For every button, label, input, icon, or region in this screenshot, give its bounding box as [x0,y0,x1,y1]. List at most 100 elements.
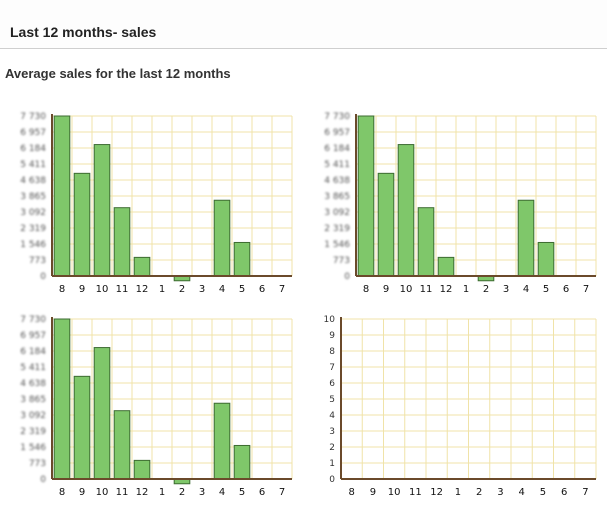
y-tick-label: 4 [329,411,335,421]
y-tick-label: 2 319 [324,224,350,234]
bar-9 [377,172,395,277]
x-tick-label: 1 [159,284,165,295]
x-tick-label: 3 [503,284,509,295]
x-tick-label: 9 [370,487,376,498]
bar-8 [53,318,71,480]
bar-4 [213,199,231,277]
x-tick-label: 4 [523,284,529,295]
x-tick-label: 12 [136,487,149,498]
y-tick-label: 7 730 [20,112,46,122]
bar-11 [113,207,131,277]
y-tick-label: 10 [324,315,336,325]
y-tick-label: 773 [29,459,46,469]
x-tick-label: 10 [400,284,413,295]
bar-9 [73,172,91,277]
x-tick-label: 3 [199,487,205,498]
y-tick-label: 773 [333,256,350,266]
x-tick-label: 3 [497,487,503,498]
chart-panel-top-left: 0 773 1 546 2 319 3 092 3 865 4 638 5 411 6 184 6… [0,96,302,306]
bar-10 [93,144,111,277]
bar-9 [73,375,91,480]
x-tick-label: 6 [561,487,567,498]
bar-8 [357,115,375,277]
y-tick-label: 3 865 [20,192,46,202]
x-tick-label: 11 [420,284,433,295]
y-tick-label: 3 [329,427,335,437]
x-tick-label: 4 [219,487,225,498]
bar-12 [133,459,151,480]
x-tick-label: 6 [563,284,569,295]
x-tick-label: 2 [179,284,185,295]
y-tick-label: 0 [329,475,335,485]
x-tick-label: 1 [463,284,469,295]
y-tick-label: 0 [40,475,46,485]
y-tick-label: 0 [40,272,46,282]
page-header: Last 12 months- sales [0,0,607,49]
x-tick-label: 11 [116,487,129,498]
chart-panel-top-right: 0 773 1 546 2 319 3 092 3 865 4 638 5 411 6 184 6… [304,96,606,306]
x-tick-label: 7 [279,284,285,295]
x-tick-label: 7 [583,284,589,295]
x-tick-label: 9 [79,487,85,498]
y-tick-label: 3 092 [20,411,46,421]
bar-4 [517,199,535,277]
x-tick-label: 12 [136,284,149,295]
x-tick-label: 6 [259,284,265,295]
bar-5 [233,444,251,480]
x-tick-label: 9 [79,284,85,295]
x-tick-label: 12 [440,284,453,295]
y-tick-label: 9 [329,331,335,341]
bar-10 [397,144,415,277]
y-tick-label: 7 730 [324,112,350,122]
y-tick-label: 3 865 [20,395,46,405]
bar-4 [213,402,231,480]
x-tick-label: 3 [199,284,205,295]
y-tick-label: 6 184 [20,144,46,154]
bar-5 [233,241,251,277]
x-tick-label: 9 [383,284,389,295]
x-tick-label: 7 [582,487,588,498]
x-tick-label: 8 [59,487,65,498]
bar-5 [537,241,555,277]
y-tick-label: 6 957 [324,128,350,138]
y-tick-label: 1 546 [324,240,350,250]
y-tick-label: 1 [329,459,335,469]
x-tick-label: 2 [476,487,482,498]
y-tick-label: 3 092 [20,208,46,218]
x-tick-label: 5 [543,284,549,295]
bar-11 [113,410,131,480]
y-tick-label: 1 546 [20,240,46,250]
y-tick-label: 3 092 [324,208,350,218]
x-tick-label: 1 [455,487,461,498]
x-tick-label: 8 [363,284,369,295]
y-tick-label: 7 [329,363,335,373]
bar-12 [437,256,455,277]
y-tick-label: 2 319 [20,224,46,234]
x-tick-label: 2 [179,487,185,498]
y-tick-label: 6 957 [20,331,46,341]
bar-12 [133,256,151,277]
x-tick-label: 4 [518,487,524,498]
x-tick-label: 6 [259,487,265,498]
y-tick-label: 4 638 [324,176,350,186]
y-tick-label: 6 [329,379,335,389]
x-tick-label: 11 [409,487,422,498]
y-tick-label: 5 411 [20,160,46,170]
y-tick-label: 2 319 [20,427,46,437]
bar-8 [53,115,71,277]
y-tick-label: 2 [329,443,335,453]
y-tick-label: 6 184 [324,144,350,154]
page-title: Last 12 months- sales [10,24,157,40]
y-tick-label: 7 730 [20,315,46,325]
y-tick-label: 0 [344,272,350,282]
x-tick-label: 10 [96,284,109,295]
x-tick-label: 11 [116,284,129,295]
x-tick-label: 2 [483,284,489,295]
x-tick-label: 5 [540,487,546,498]
y-tick-label: 5 411 [20,363,46,373]
chart-panel-bottom-left: 0 773 1 546 2 319 3 092 3 865 4 638 5 411 6 184 6… [0,299,302,511]
x-tick-label: 12 [430,487,443,498]
